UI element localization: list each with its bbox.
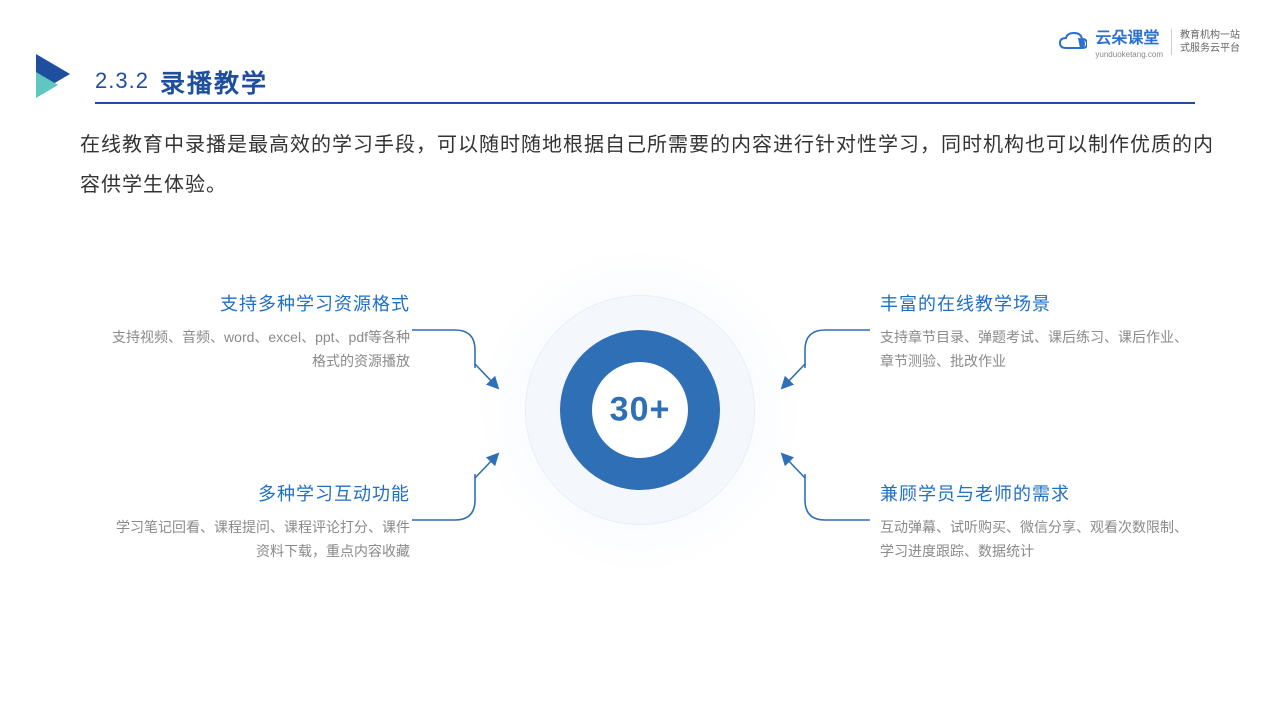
intro-paragraph: 在线教育中录播是最高效的学习手段，可以随时随地根据自己所需要的内容进行针对性学习… xyxy=(80,125,1220,205)
feature-bottom-right: 兼顾学员与老师的需求 互动弹幕、试听购买、微信分享、观看次数限制、学习进度跟踪、… xyxy=(880,480,1200,564)
brand-tagline-2: 式服务云平台 xyxy=(1180,42,1240,55)
feature-title: 丰富的在线教学场景 xyxy=(880,290,1200,316)
brand-name: 云朵课堂 xyxy=(1095,24,1163,48)
slide: 2.3.2 录播教学 云朵课堂 yunduoketang.com 教育机构一站 … xyxy=(0,0,1280,720)
connector-bl xyxy=(412,474,475,520)
title-underline xyxy=(95,102,1195,104)
feature-desc: 学习笔记回看、课程提问、课程评论打分、课件资料下载，重点内容收藏 xyxy=(110,516,410,564)
feature-top-right: 丰富的在线教学场景 支持章节目录、弹题考试、课后练习、课后作业、章节测验、批改作… xyxy=(880,290,1200,374)
brand-text-block: 云朵课堂 yunduoketang.com xyxy=(1095,24,1163,59)
feature-title: 多种学习互动功能 xyxy=(110,480,410,506)
brand-tagline-1: 教育机构一站 xyxy=(1180,29,1240,42)
brand-tagline: 教育机构一站 式服务云平台 xyxy=(1171,29,1240,55)
feature-top-left: 支持多种学习资源格式 支持视频、音频、word、excel、ppt、pdf等各种… xyxy=(110,290,410,374)
play-icon xyxy=(30,52,76,98)
feature-desc: 支持章节目录、弹题考试、课后练习、课后作业、章节测验、批改作业 xyxy=(880,326,1200,374)
feature-bottom-left: 多种学习互动功能 学习笔记回看、课程提问、课程评论打分、课件资料下载，重点内容收… xyxy=(110,480,410,564)
brand-domain: yunduoketang.com xyxy=(1095,50,1163,59)
connector-tl xyxy=(412,330,475,368)
feature-title: 兼顾学员与老师的需求 xyxy=(880,480,1200,506)
feature-desc: 互动弹幕、试听购买、微信分享、观看次数限制、学习进度跟踪、数据统计 xyxy=(880,516,1200,564)
brand-logo: 云朵课堂 yunduoketang.com 教育机构一站 式服务云平台 xyxy=(1059,24,1240,59)
section-number: 2.3.2 xyxy=(95,68,149,94)
connector-tr xyxy=(805,330,870,368)
cloud-icon xyxy=(1059,32,1087,52)
center-label: 30+ xyxy=(610,391,671,430)
section-title: 录播教学 xyxy=(160,64,268,100)
feature-title: 支持多种学习资源格式 xyxy=(110,290,410,316)
feature-desc: 支持视频、音频、word、excel、ppt、pdf等各种格式的资源播放 xyxy=(110,326,410,374)
connector-br xyxy=(805,474,870,520)
